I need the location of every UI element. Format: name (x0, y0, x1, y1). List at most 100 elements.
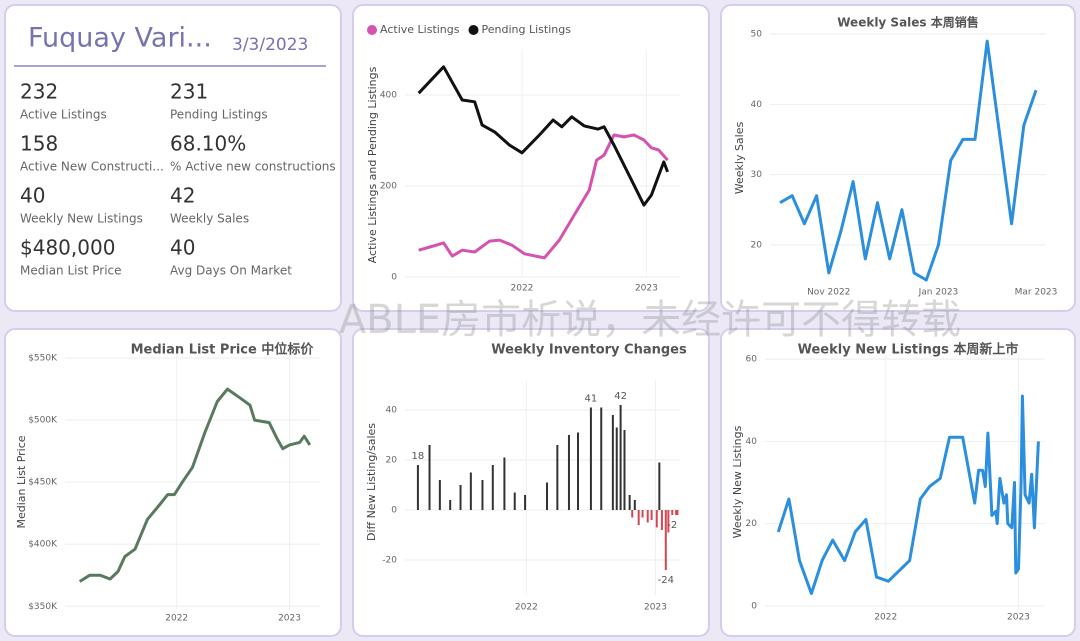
y-axis-label: Median List Price (15, 435, 28, 528)
y-axis-label: Weekly Sales (733, 121, 746, 194)
y-tick-label: 20 (746, 519, 758, 529)
data-label: -24 (658, 575, 674, 586)
chart-title: Weekly New Listings 本周新上市 (798, 342, 1019, 358)
line-series (776, 394, 1040, 595)
kpi-label: Active New Constructi... (20, 160, 164, 174)
kpi-value: $480,000 (20, 236, 115, 260)
y-tick-label: 20 (751, 240, 763, 250)
bar (637, 510, 640, 525)
y-tick-label: $550K (28, 354, 58, 364)
bar (589, 407, 592, 510)
kpi-date: 3/3/2023 (232, 35, 308, 55)
kpi-value: 232 (20, 80, 58, 104)
kpi-value: 231 (170, 80, 208, 104)
kpi-label: % Active new constructions (170, 160, 336, 174)
data-label: 42 (614, 391, 627, 402)
legend-label: Pending Listings (482, 23, 572, 36)
kpi-label: Active Listings (20, 108, 107, 122)
kpi-label: Weekly Sales (170, 212, 249, 226)
y-tick-label: $350K (28, 602, 58, 612)
y-tick-label: 0 (391, 506, 397, 516)
y-tick-label: 0 (391, 273, 397, 283)
chart: -20 0 20 40 2022 2023 Weekly Inventory Changes… (365, 343, 687, 613)
chart: $350K $400K $450K $500K $550K 2022 2023 Median … (15, 342, 320, 624)
y-axis-label: Diff New Listing/sales (365, 423, 378, 541)
bar (481, 480, 484, 510)
line-series (418, 133, 669, 260)
bar (646, 510, 649, 523)
bar (615, 427, 618, 510)
line-series (417, 65, 670, 207)
y-tick-label: $450K (28, 478, 58, 488)
line-series (78, 387, 312, 583)
y-tick-label: 30 (751, 170, 763, 180)
y-axis-label: Active Listings and Pending Listings (366, 66, 379, 263)
bar (459, 485, 462, 510)
bar (660, 510, 663, 530)
bar (664, 510, 667, 570)
x-tick-label: Nov 2022 (807, 288, 850, 298)
bar (633, 500, 636, 510)
chart: 20 30 40 50 Nov 2022 Jan 2023 Mar 2023 Weekly S… (733, 15, 1057, 298)
watermark: ABLE房市析说，未经许可不得转载 (339, 297, 961, 343)
bar (623, 430, 626, 510)
bar (469, 472, 472, 510)
kpi-value: 158 (20, 132, 58, 156)
chart-title: Weekly Inventory Changes (491, 343, 687, 358)
kpi-card (4, 4, 342, 312)
bar (658, 462, 661, 510)
bar (513, 492, 516, 510)
bar (491, 465, 494, 510)
y-tick-label: 0 (751, 601, 757, 611)
data-label: 18 (412, 451, 425, 462)
kpi-value: 40 (20, 184, 45, 208)
bar (546, 482, 549, 510)
y-tick-label: 20 (386, 456, 398, 466)
x-tick-label: 2022 (515, 603, 538, 613)
x-tick-label: 2022 (874, 613, 897, 623)
y-tick-label: 40 (386, 406, 398, 416)
y-tick-label: 40 (751, 100, 763, 110)
bar (650, 510, 653, 520)
y-axis-label: Weekly New Listings (731, 425, 744, 538)
bar (567, 435, 570, 510)
data-label: -2 (667, 520, 677, 531)
x-tick-label: 2023 (1007, 613, 1030, 623)
bar (631, 510, 634, 518)
x-tick-label: 2023 (278, 614, 301, 624)
x-tick-label: Mar 2023 (1015, 288, 1058, 298)
bar (675, 510, 678, 515)
y-tick-label: 40 (746, 437, 758, 447)
kpi-label: Pending Listings (170, 108, 268, 122)
chart-card (352, 4, 710, 312)
legend-label: Active Listings (380, 23, 460, 36)
chart: 0 200 400 2022 2023 Active Listings and Pendi… (366, 23, 680, 294)
bar (438, 480, 441, 510)
bar (655, 510, 658, 528)
bar (503, 457, 506, 510)
kpi-label: Median List Price (20, 264, 122, 278)
chart: 0 20 40 60 2022 2023 Weekly New Listings 本周新上市… (731, 342, 1045, 623)
chart-card (720, 4, 1076, 312)
kpi-value: 42 (170, 184, 195, 208)
chart-title: Weekly Sales 本周销售 (837, 15, 979, 30)
bar (600, 407, 603, 510)
y-tick-label: $500K (28, 416, 58, 426)
bar (667, 510, 670, 533)
kpi-value: 68.10% (170, 132, 246, 156)
chart-card (720, 328, 1076, 637)
y-tick-label: 200 (380, 182, 397, 192)
y-tick-label: 50 (751, 30, 763, 40)
legend-marker (468, 25, 479, 35)
x-tick-label: 2023 (635, 284, 658, 294)
kpi-title: Fuquay Vari... (28, 23, 212, 54)
bar (676, 510, 679, 515)
y-tick-label: $400K (28, 540, 58, 550)
x-tick-label: 2022 (165, 614, 188, 624)
legend-marker (367, 25, 377, 35)
bar (416, 465, 419, 510)
bar (611, 415, 614, 510)
bar (619, 405, 622, 510)
chart-title: Median List Price 中位标价 (131, 342, 315, 358)
